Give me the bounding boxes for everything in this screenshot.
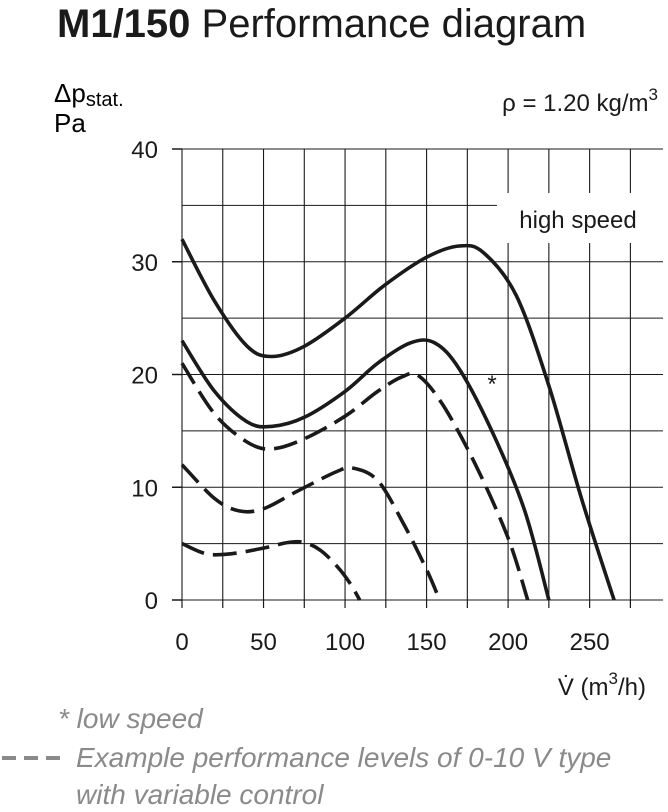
y-axis-unit: Pa bbox=[54, 108, 86, 138]
page-title: M1/150 Performance diagram bbox=[57, 2, 586, 47]
dashed-legend-sample bbox=[2, 756, 66, 760]
y-tick-label: 30 bbox=[131, 250, 158, 277]
density-exponent: 3 bbox=[649, 85, 658, 104]
x-axis-label: V̇ (m3/h) bbox=[558, 669, 646, 700]
x-tick-labels: 0 50 100 150 200 250 bbox=[175, 629, 609, 656]
high-speed-label: high speed bbox=[519, 207, 636, 234]
series-curve-4 bbox=[180, 463, 442, 601]
x-axis-exponent: 3 bbox=[609, 669, 618, 688]
x-tick-label: 0 bbox=[175, 629, 188, 656]
title-model: M1/150 bbox=[57, 2, 191, 46]
y-tick-label: 0 bbox=[145, 588, 158, 615]
low-speed-marker: * bbox=[487, 371, 496, 398]
low-speed-note: * low speed bbox=[58, 703, 203, 734]
y-axis-subscript: stat. bbox=[86, 89, 124, 111]
title-text: Performance diagram bbox=[201, 2, 587, 46]
x-tick-label: 150 bbox=[407, 629, 447, 656]
x-tick-label: 200 bbox=[488, 629, 528, 656]
x-axis-text: V̇ (m bbox=[558, 673, 609, 700]
series-curve-1 bbox=[180, 238, 616, 601]
y-tick-label: 40 bbox=[131, 137, 158, 164]
performance-chart: high speed 0 10 20 30 40 0 50 100 150 200 250 * Δ… bbox=[54, 78, 663, 700]
dashed-note-line2: with variable control bbox=[76, 779, 324, 810]
series-curve-5 bbox=[181, 539, 362, 601]
x-tick-label: 50 bbox=[250, 629, 277, 656]
chart-grid bbox=[172, 148, 663, 608]
y-axis-label: Δpstat. bbox=[54, 78, 124, 111]
series-curve-3 bbox=[180, 362, 530, 601]
x-axis-suffix: /h) bbox=[618, 674, 646, 700]
dashed-note-line1: Example performance levels of 0-10 V typ… bbox=[76, 742, 612, 773]
y-tick-label: 20 bbox=[131, 363, 158, 390]
y-tick-labels: 0 10 20 30 40 bbox=[131, 137, 158, 615]
density-label: ρ = 1.20 kg/m3 bbox=[502, 85, 658, 117]
y-axis-symbol: Δp bbox=[54, 78, 86, 108]
density-text: ρ = 1.20 kg/m bbox=[502, 90, 648, 117]
x-tick-label: 100 bbox=[325, 629, 365, 656]
x-tick-label: 250 bbox=[570, 629, 610, 656]
series-curve-2 bbox=[180, 338, 551, 601]
chart-curves bbox=[180, 238, 616, 601]
high-speed-label-bg bbox=[497, 193, 663, 243]
y-tick-label: 10 bbox=[131, 475, 158, 502]
